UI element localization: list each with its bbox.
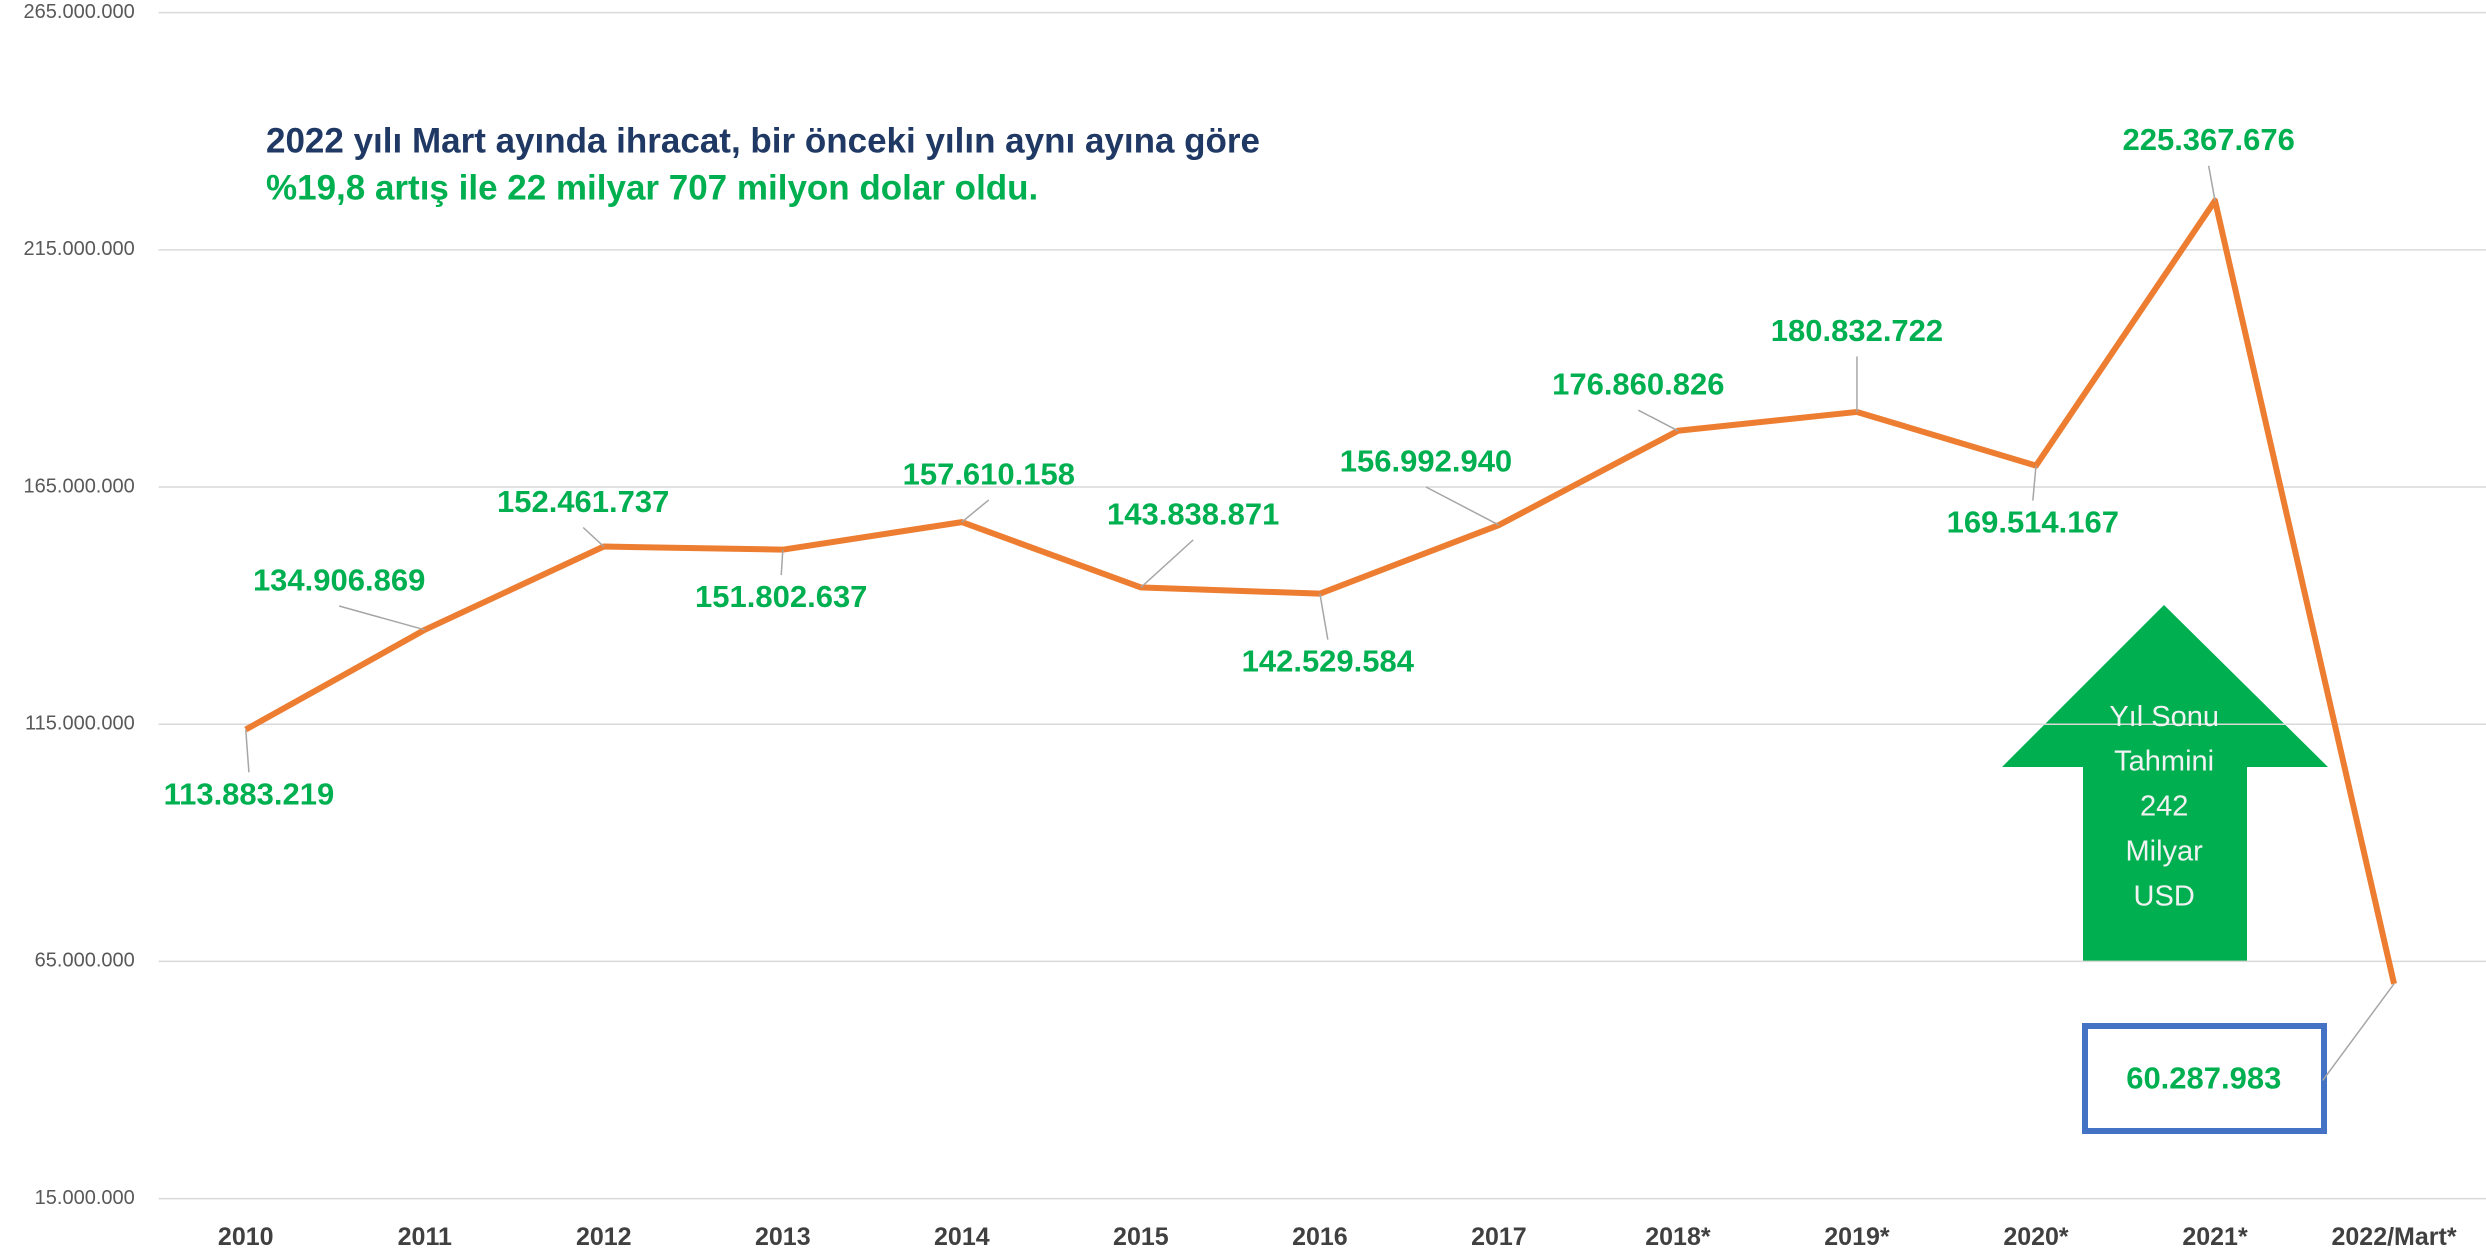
x-tick-label: 2013 xyxy=(755,1223,811,1251)
y-tick-label: 15.000.000 xyxy=(35,1187,135,1209)
data-label: 156.992.940 xyxy=(1340,443,1512,478)
y-tick-label: 65.000.000 xyxy=(35,950,135,972)
x-tick-label: 2022/Mart* xyxy=(2332,1223,2457,1251)
data-label: 151.802.637 xyxy=(695,579,867,614)
data-label: 180.832.722 xyxy=(1771,313,1943,348)
data-label: 169.514.167 xyxy=(1947,504,2119,539)
x-tick-label: 2017 xyxy=(1471,1223,1527,1251)
leader-line xyxy=(2322,983,2395,1081)
x-tick-label: 2021* xyxy=(2182,1223,2248,1251)
x-tick-label: 2011 xyxy=(398,1223,452,1251)
leader-line xyxy=(780,549,784,576)
leader-line xyxy=(1637,409,1679,432)
y-tick-label: 265.000.000 xyxy=(24,1,135,23)
leader-line xyxy=(338,605,425,631)
x-tick-label: 2012 xyxy=(576,1223,632,1251)
data-label: 157.610.158 xyxy=(903,456,1075,491)
leader-line xyxy=(582,526,605,548)
annotation-text: USD xyxy=(2134,880,2195,912)
x-tick-label: 2016 xyxy=(1292,1223,1348,1251)
leader-line xyxy=(1319,593,1329,640)
data-label: 142.529.584 xyxy=(1242,644,1415,679)
x-tick-label: 2014 xyxy=(934,1223,990,1251)
data-line xyxy=(244,197,2397,985)
x-tick-label: 2015 xyxy=(1113,1223,1169,1251)
y-tick-label: 165.000.000 xyxy=(24,475,135,497)
chart-title: 2022 yılı Mart ayında ihracat, bir öncek… xyxy=(266,121,1260,160)
leader-line xyxy=(1425,486,1500,526)
data-label: 134.906.869 xyxy=(253,562,425,597)
x-tick-label: 2010 xyxy=(218,1223,274,1251)
data-label: 113.883.219 xyxy=(164,776,335,811)
annotation-text: Milyar xyxy=(2125,835,2203,867)
annotation-text: Tahmini xyxy=(2114,746,2214,778)
annotation-text: Yıl Sonu xyxy=(2109,701,2219,733)
arrow-annotation xyxy=(2002,605,2328,961)
data-label: 225.367.676 xyxy=(2122,122,2294,157)
y-tick-label: 215.000.000 xyxy=(24,238,135,260)
x-tick-label: 2018* xyxy=(1645,1223,1711,1251)
leader-line xyxy=(961,499,990,523)
chart-subtitle: %19,8 artış ile 22 milyar 707 milyon dol… xyxy=(266,168,1038,207)
y-tick-label: 115.000.000 xyxy=(25,713,135,735)
data-label: 152.461.737 xyxy=(497,484,669,519)
annotation-text: 242 xyxy=(2140,791,2188,823)
leader-line xyxy=(244,729,250,773)
data-label: 176.860.826 xyxy=(1552,367,1724,402)
x-tick-label: 2019* xyxy=(1824,1223,1890,1251)
x-tick-label: 2020* xyxy=(2003,1223,2069,1251)
leader-line xyxy=(2032,465,2037,501)
data-label: 143.838.871 xyxy=(1107,496,1279,531)
leader-line xyxy=(1140,539,1194,588)
leader-line xyxy=(2207,165,2216,201)
data-label: 60.287.983 xyxy=(2126,1061,2281,1096)
